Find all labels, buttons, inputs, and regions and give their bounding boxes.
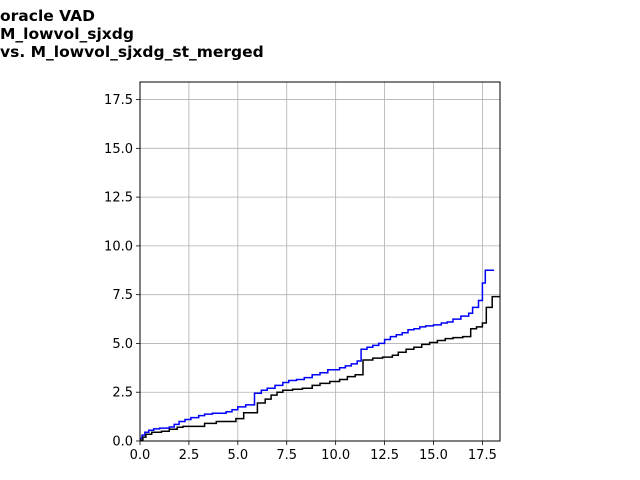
y-tick-label: 12.5 — [104, 191, 133, 206]
x-tick-label: 2.5 — [179, 448, 200, 463]
y-tick-label: 10.0 — [104, 239, 133, 254]
y-axis: 0.0 2.5 5.0 7.5 10.0 12.5 15.0 17.5 — [104, 93, 140, 450]
x-tick-label: 7.5 — [276, 448, 297, 463]
title-line-1: oracle VAD — [0, 7, 95, 25]
x-tick-label: 12.5 — [370, 448, 399, 463]
x-axis: 0.0 2.5 5.0 7.5 10.0 12.5 15.0 17.5 — [130, 441, 497, 463]
series-line-2 — [140, 295, 500, 441]
plot-frame — [139, 81, 501, 442]
x-tick-label: 17.5 — [468, 448, 497, 463]
y-tick-label: 15.0 — [104, 142, 133, 157]
series-line-1 — [140, 269, 495, 439]
series-lines — [140, 269, 500, 441]
x-tick-label: 10.0 — [321, 448, 350, 463]
y-tick-label: 2.5 — [112, 386, 133, 401]
y-tick-label: 7.5 — [112, 288, 133, 303]
x-tick-label: 0.0 — [130, 448, 151, 463]
y-tick-label: 17.5 — [104, 93, 133, 108]
title-line-3: vs. M_lowvol_sjxdg_st_merged — [0, 43, 264, 61]
grid — [139, 82, 500, 442]
y-tick-label: 0.0 — [112, 435, 133, 450]
title-line-2: M_lowvol_sjxdg — [0, 25, 134, 43]
chart-title: oracle VAD M_lowvol_sjxdg vs. M_lowvol_s… — [0, 7, 264, 61]
x-tick-label: 5.0 — [227, 448, 248, 463]
x-tick-label: 15.0 — [419, 448, 448, 463]
y-tick-label: 5.0 — [112, 337, 133, 352]
